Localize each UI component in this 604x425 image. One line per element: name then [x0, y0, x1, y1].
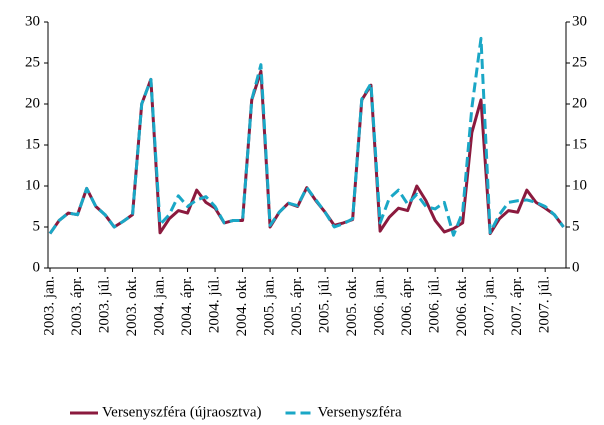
y-tick-label: 15 — [25, 136, 40, 152]
y2-tick-label: 20 — [572, 95, 587, 111]
y-tick-label: 25 — [25, 54, 40, 70]
x-tick-label: 2007. ápr. — [509, 276, 525, 336]
x-tick-label: 2006. jan. — [372, 276, 388, 336]
x-tick-label: 2004. okt. — [234, 276, 250, 336]
x-tick-label: 2007. jan. — [482, 276, 498, 336]
x-tick-label: 2004. ápr. — [179, 276, 195, 336]
x-tick-label: 2005. ápr. — [289, 276, 305, 336]
x-tick-label: 2005. jan. — [262, 276, 278, 336]
y-tick-label: 5 — [33, 218, 41, 234]
y2-tick-label: 10 — [572, 177, 587, 193]
y-tick-label: 20 — [25, 95, 40, 111]
y2-tick-label: 15 — [572, 136, 587, 152]
x-tick-label: 2003. júl. — [96, 276, 112, 333]
legend-label: Versenyszféra — [318, 404, 402, 420]
x-tick-label: 2005. júl. — [317, 276, 333, 333]
y-tick-label: 0 — [33, 259, 41, 275]
y2-tick-label: 30 — [572, 13, 587, 29]
x-tick-label: 2005. okt. — [344, 276, 360, 336]
x-tick-label: 2006. okt. — [454, 276, 470, 336]
x-tick-label: 2003. okt. — [124, 276, 140, 336]
x-tick-label: 2004. júl. — [206, 276, 222, 333]
y2-tick-label: 5 — [572, 218, 580, 234]
x-tick-label: 2003. jan. — [41, 276, 57, 336]
series-line — [48, 36, 565, 237]
y2-tick-label: 25 — [572, 54, 587, 70]
x-tick-label: 2007. júl. — [537, 276, 553, 333]
x-tick-label: 2006. ápr. — [399, 276, 415, 336]
x-tick-label: 2004. jan. — [151, 276, 167, 336]
x-tick-label: 2003. ápr. — [69, 276, 85, 336]
y-tick-label: 10 — [25, 177, 40, 193]
y2-tick-label: 0 — [572, 259, 580, 275]
x-tick-label: 2006. júl. — [427, 276, 443, 333]
legend-label: Versenyszféra (újraosztva) — [102, 404, 262, 420]
y-tick-label: 30 — [25, 13, 40, 29]
